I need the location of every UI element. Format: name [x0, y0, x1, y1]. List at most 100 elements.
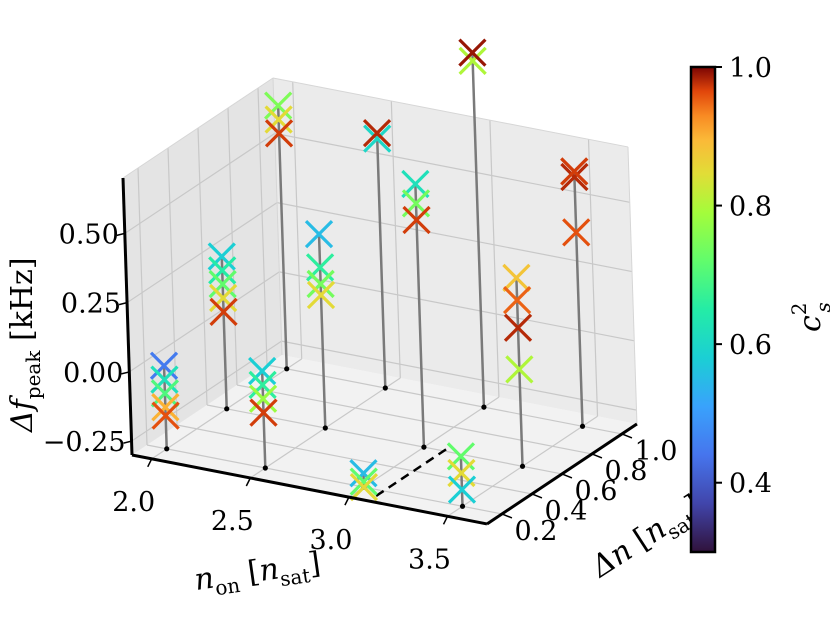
z-tick-mark: [118, 301, 128, 306]
data-point-marker: [560, 157, 589, 186]
data-point-marker: [150, 365, 179, 394]
x-tick-label: 2.0: [112, 487, 155, 518]
stem-line: [459, 456, 464, 507]
data-point-marker: [503, 313, 533, 342]
data-point-marker: [304, 219, 334, 249]
y-tick-mark: [621, 433, 633, 439]
y-tick-label: 0.2: [514, 516, 557, 547]
z-tick-label: 0.50: [59, 219, 119, 250]
grid-line: [257, 87, 268, 366]
colorbar-label: c2s: [787, 302, 830, 332]
stem-base-dot: [164, 446, 170, 452]
stem-base-dot: [459, 503, 466, 509]
data-point-marker: [349, 459, 378, 488]
axes-panes: [123, 78, 637, 524]
data-point-marker: [502, 263, 531, 293]
data-point-marker: [150, 379, 180, 408]
data-point-marker: [349, 467, 378, 496]
data-point-marker: [505, 355, 534, 384]
grid-line: [266, 364, 623, 435]
grid-line: [126, 202, 278, 304]
data-point-marker: [209, 297, 238, 327]
z-tick-label: 0.25: [61, 289, 121, 320]
stem-base-dot: [224, 406, 230, 412]
data-point-marker: [151, 393, 180, 422]
stem-line: [276, 105, 288, 369]
stem-line: [572, 171, 584, 427]
grid-line: [124, 132, 276, 234]
colorbar-tick-label: 1.0: [729, 53, 772, 84]
stem-base-dot: [519, 463, 526, 469]
data-point-marker: [208, 270, 237, 299]
data-point-marker: [248, 370, 277, 400]
data-point-marker: [264, 105, 293, 134]
data-point-marker: [560, 162, 589, 192]
y-tick-label: 0.8: [604, 456, 647, 487]
grid-line: [281, 340, 637, 411]
grid-line: [292, 81, 303, 359]
data-point-marker: [264, 119, 294, 148]
grid-line: [279, 271, 635, 342]
x-axis-line: [131, 453, 488, 526]
x-tick-mark: [245, 477, 251, 487]
x-tick-mark: [344, 496, 350, 506]
y-tick-label: 0.6: [574, 476, 617, 507]
data-point-marker: [264, 91, 293, 120]
data-point-marker: [363, 124, 392, 153]
stem-base-dot: [322, 425, 328, 431]
y-tick-mark: [561, 473, 573, 479]
colorbar-tick-label: 0.4: [729, 469, 772, 500]
x-tick-label: 3.0: [309, 525, 352, 556]
z-tick-mark: [116, 232, 125, 237]
x-tick-mark: [442, 515, 449, 525]
data-point-marker: [306, 269, 335, 299]
data-point-marker: [248, 356, 277, 386]
z-tick-label: −0.25: [43, 427, 126, 458]
grid-line: [137, 167, 148, 446]
x-tick-mark: [147, 458, 153, 468]
data-point-marker: [502, 285, 532, 315]
data-point-marker: [458, 38, 487, 67]
data-point-marker: [402, 205, 431, 235]
x-tick-label: 3.5: [408, 544, 451, 575]
grid-line: [587, 139, 599, 417]
tick-labels: 2.0 2.5 3.0 3.5 0.20.40.60.81.0 −0.25 0.00 0.25…: [43, 219, 678, 575]
y-tick-mark: [501, 513, 513, 519]
data-point-marker: [447, 475, 477, 504]
grid-line: [197, 127, 208, 406]
back-pane: [273, 78, 637, 424]
stem-line: [471, 52, 486, 408]
data-point-marker: [248, 384, 278, 413]
stem-base-dot: [579, 423, 586, 429]
grid-line: [390, 100, 401, 378]
stem-base-dot: [421, 444, 427, 450]
colorbar-tick-label: 0.8: [729, 192, 772, 223]
data-point-marker: [362, 119, 392, 148]
reference-dashed-line: [375, 444, 452, 498]
data-point-marker: [149, 351, 179, 380]
stem-line: [414, 183, 426, 448]
z-tick-mark: [123, 440, 132, 444]
grid-line: [276, 202, 633, 273]
grid-line: [274, 132, 630, 203]
data-point-marker: [208, 283, 238, 313]
y-tick-label: 0.4: [544, 496, 587, 527]
data-point-marker: [562, 218, 591, 247]
data-point-marker: [249, 398, 278, 427]
y-tick-mark: [591, 453, 603, 459]
colorbar: 0.4 0.6 0.8 1.0 c2s: [689, 53, 830, 554]
y-tick-mark: [531, 493, 543, 499]
grid-line: [489, 120, 500, 398]
y-tick-label: 1.0: [634, 436, 677, 467]
stem-base-dot: [382, 385, 388, 391]
colorbar-tick-label: 0.6: [729, 330, 772, 361]
data-point-marker: [306, 280, 336, 310]
data-point-marker: [207, 242, 236, 271]
stem-base-dot: [481, 404, 487, 410]
pane-edge: [272, 77, 629, 148]
data-point-marker: [151, 401, 180, 430]
data-point-marker: [208, 256, 237, 285]
data-point-marker: [349, 472, 379, 502]
z-tick-mark: [121, 371, 130, 375]
